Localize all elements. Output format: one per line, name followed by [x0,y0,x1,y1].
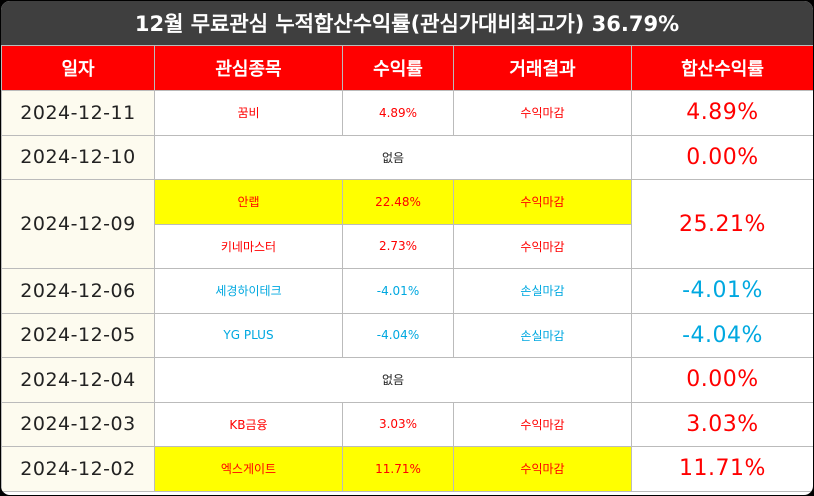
col-header-return: 수익률 [342,45,454,91]
col-header-date: 일자 [1,45,155,91]
date-cell: 2024-12-05 [1,312,155,358]
no-pick-cell: 없음 [154,134,632,180]
stock-cell: 안랩 [154,179,343,225]
result-cell: 수익마감 [453,401,632,447]
total-return-cell: 25.21% [631,179,813,269]
total-return-cell: 0.00% [631,134,813,180]
return-cell: 22.48% [342,179,454,225]
total-return-cell: -4.01% [631,268,813,314]
table-row: 2024-12-11 꿈비 4.89% 수익마감 4.89% [1,90,813,136]
result-cell: 수익마감 [453,90,632,136]
date-cell: 2024-12-09 [1,179,155,269]
stock-cell: 키네마스터 [154,223,343,269]
returns-table: 일자 관심종목 수익률 거래결과 합산수익률 2024-12-11 꿈비 4.8… [1,45,814,492]
stock-cell: 엑스게이트 [154,446,343,492]
return-cell: 4.89% [342,90,454,136]
total-return-cell: 4.89% [631,90,813,136]
date-cell: 2024-12-10 [1,134,155,180]
table-row: 2024-12-10 없음 0.00% [1,134,813,180]
result-cell: 손실마감 [453,312,632,358]
table-row: 2024-12-05 YG PLUS -4.04% 손실마감 -4.04% [1,312,813,358]
return-cell: 11.71% [342,446,454,492]
total-return-cell: -4.04% [631,312,813,358]
stock-cell: 세경하이테크 [154,268,343,314]
table-row: 2024-12-04 없음 0.00% [1,357,813,403]
total-return-cell: 0.00% [631,357,813,403]
return-cell: 2.73% [342,223,454,269]
table-row: 2024-12-09 안랩 22.48% 수익마감 25.21% [1,179,813,269]
table-row: 키네마스터 2.73% 수익마감 [2,223,814,269]
col-header-total-return: 합산수익률 [631,45,813,91]
total-return-cell: 11.71% [631,446,813,492]
col-header-result: 거래결과 [453,45,632,91]
date-cell: 2024-12-02 [1,446,155,492]
table-row: 2024-12-03 KB금융 3.03% 수익마감 3.03% [1,401,813,447]
return-cell: -4.01% [342,268,454,314]
result-cell: 손실마감 [453,268,632,314]
date-cell: 2024-12-11 [1,90,155,136]
return-cell: -4.04% [342,312,454,358]
stock-cell: 꿈비 [154,90,343,136]
stock-cell: KB금융 [154,401,343,447]
result-cell: 수익마감 [453,179,632,225]
result-cell: 수익마감 [453,446,632,492]
col-header-stock: 관심종목 [154,45,343,91]
result-cell: 수익마감 [453,223,632,269]
date-cell: 2024-12-04 [1,357,155,403]
no-pick-cell: 없음 [154,357,632,403]
stock-cell: YG PLUS [154,312,343,358]
total-return-cell: 3.03% [631,401,813,447]
table-row: 2024-12-06 세경하이테크 -4.01% 손실마감 -4.01% [1,268,813,314]
table-row: 2024-12-02 엑스게이트 11.71% 수익마감 11.71% [1,446,813,492]
return-cell: 3.03% [342,401,454,447]
table-header-row: 일자 관심종목 수익률 거래결과 합산수익률 [1,45,813,91]
date-cell: 2024-12-06 [1,268,155,314]
table-title: 12월 무료관심 누적합산수익률(관심가대비최고가) 36.79% [1,1,813,45]
date-cell: 2024-12-03 [1,401,155,447]
